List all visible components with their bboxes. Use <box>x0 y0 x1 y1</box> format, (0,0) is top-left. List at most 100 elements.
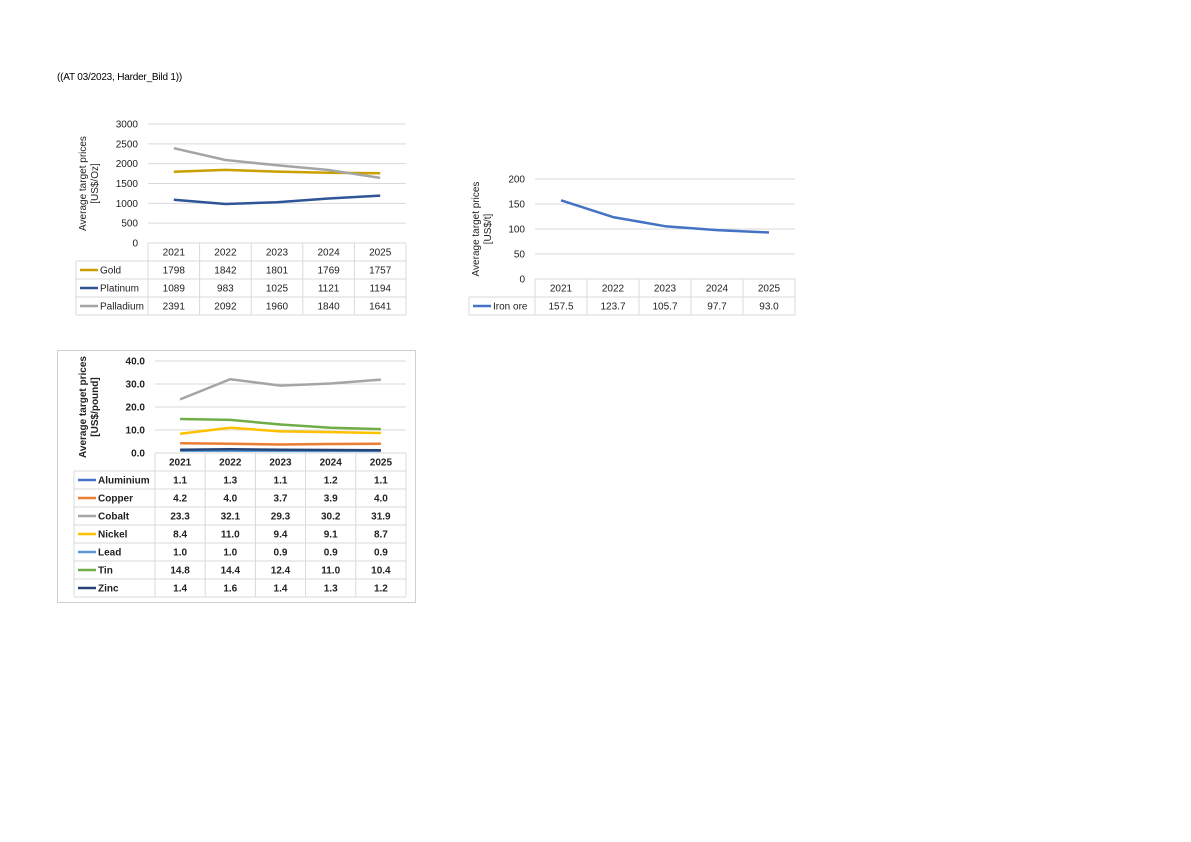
data-table-value: 12.4 <box>271 566 291 577</box>
data-table-value: 1.6 <box>223 584 237 595</box>
legend-series-name: Nickel <box>98 530 128 541</box>
legend-series-name: Gold <box>100 266 121 277</box>
y-tick-label: 1000 <box>116 199 139 210</box>
data-table-value: 10.4 <box>371 566 391 577</box>
data-table-value: 93.0 <box>759 302 779 313</box>
data-table-value: 1840 <box>317 302 340 313</box>
x-category-label: 2021 <box>163 248 186 259</box>
chart-svg: 0 50 100 150 200 Average target prices [US$/t]… <box>468 175 796 316</box>
data-table-value: 0.9 <box>324 548 338 559</box>
y-tick-label: 2500 <box>116 139 139 150</box>
x-category-label: 2021 <box>169 458 192 469</box>
series-line-copper <box>180 442 381 446</box>
series-line-platinum <box>173 194 381 206</box>
x-category-label: 2025 <box>758 284 781 295</box>
data-table-value: 4.2 <box>173 494 187 505</box>
x-category-label: 2022 <box>214 248 237 259</box>
series-line-cobalt <box>179 377 381 401</box>
y-tick-label: 500 <box>121 219 138 230</box>
data-table-value: 8.4 <box>173 530 187 541</box>
data-table-value: 11.0 <box>221 530 240 541</box>
data-table-value: 1801 <box>266 266 289 277</box>
data-table-value: 1.3 <box>223 476 237 487</box>
y-axis-label: [US$/t] <box>483 214 494 245</box>
data-table-value: 31.9 <box>371 512 391 523</box>
data-table-value: 3.7 <box>274 494 288 505</box>
chart-iron-ore: 0 50 100 150 200 Average target prices [US$/t]… <box>465 172 800 320</box>
chart-base-metals: 0.0 10.0 20.0 30.0 40.0 Average target prices… <box>70 355 410 603</box>
data-table-value: 2092 <box>214 302 237 313</box>
data-table-value: 1.4 <box>274 584 288 595</box>
data-table-value: 1.1 <box>274 476 288 487</box>
x-category-label: 2023 <box>266 248 289 259</box>
y-axis-label: Average target prices <box>471 182 482 277</box>
y-tick-label: 150 <box>508 200 525 211</box>
data-table-value: 11.0 <box>321 566 340 577</box>
legend-series-name: Platinum <box>100 284 139 295</box>
series-line-iron-ore <box>560 199 770 234</box>
legend-series-name: Copper <box>98 494 133 505</box>
y-tick-label: 1500 <box>116 179 139 190</box>
data-table-value: 14.4 <box>221 566 241 577</box>
data-table-value: 32.1 <box>221 512 241 523</box>
legend-series-name: Palladium <box>100 302 144 313</box>
series-line-zinc <box>180 448 381 452</box>
y-axis-label: Average target prices <box>78 356 89 458</box>
data-table-value: 1960 <box>266 302 289 313</box>
y-tick-label: 0.0 <box>131 449 145 460</box>
data-table-value: 1121 <box>318 284 340 295</box>
y-tick-label: 10.0 <box>126 426 146 437</box>
data-table-value: 1089 <box>163 284 186 295</box>
chart-precious-metals: 0 500 1000 1500 2000 2500 3000 Average target p… <box>70 118 410 318</box>
data-table-value: 983 <box>217 284 234 295</box>
data-table-value: 0.9 <box>274 548 288 559</box>
data-table-value: 157.5 <box>548 302 573 313</box>
y-tick-label: 0 <box>519 275 525 286</box>
y-axis-label: [US$/pound] <box>90 377 101 436</box>
data-table-value: 1.1 <box>374 476 388 487</box>
legend-series-name: Lead <box>98 548 121 559</box>
data-table-value: 1798 <box>163 266 186 277</box>
y-tick-label: 2000 <box>116 159 139 170</box>
x-category-label: 2023 <box>269 458 292 469</box>
x-category-label: 2025 <box>370 458 393 469</box>
chart-svg: 0.0 10.0 20.0 30.0 40.0 Average target prices… <box>73 356 407 598</box>
legend-series-name: Zinc <box>98 584 119 595</box>
data-table-value: 0.9 <box>374 548 388 559</box>
series-line-tin <box>180 417 381 431</box>
chart-svg: 0 500 1000 1500 2000 2500 3000 Average target p… <box>75 120 407 316</box>
data-table-value: 9.1 <box>324 530 338 541</box>
data-table-value: 8.7 <box>374 530 388 541</box>
series-line-nickel <box>179 426 381 435</box>
chart3-frame <box>57 350 416 603</box>
data-table-value: 29.3 <box>271 512 291 523</box>
data-table-value: 14.8 <box>170 566 190 577</box>
y-axis-label: [US$/Oz] <box>90 163 101 204</box>
data-table-value: 2391 <box>163 302 186 313</box>
data-table-value: 1.0 <box>173 548 187 559</box>
data-table-value: 4.0 <box>374 494 388 505</box>
data-table-value: 3.9 <box>324 494 338 505</box>
data-table-value: 1194 <box>369 284 391 295</box>
data-table-value: 1.4 <box>173 584 187 595</box>
data-table-value: 1842 <box>214 266 237 277</box>
data-table-value: 97.7 <box>707 302 727 313</box>
y-tick-label: 3000 <box>116 120 139 131</box>
legend-series-name: Cobalt <box>98 512 130 523</box>
data-table-value: 1.1 <box>173 476 187 487</box>
data-table-value: 1769 <box>317 266 340 277</box>
x-category-label: 2022 <box>602 284 625 295</box>
data-table-value: 1.0 <box>223 548 237 559</box>
y-tick-label: 40.0 <box>126 357 146 368</box>
data-table-value: 23.3 <box>170 512 190 523</box>
y-tick-label: 50 <box>514 250 526 261</box>
data-table-value: 1025 <box>266 284 289 295</box>
x-category-label: 2024 <box>706 284 729 295</box>
x-category-label: 2024 <box>320 458 343 469</box>
x-category-label: 2025 <box>369 248 392 259</box>
x-category-label: 2023 <box>654 284 677 295</box>
y-tick-label: 100 <box>508 225 525 236</box>
data-table-value: 1757 <box>369 266 392 277</box>
legend-series-name: Aluminium <box>98 476 150 487</box>
y-tick-label: 20.0 <box>126 403 146 414</box>
